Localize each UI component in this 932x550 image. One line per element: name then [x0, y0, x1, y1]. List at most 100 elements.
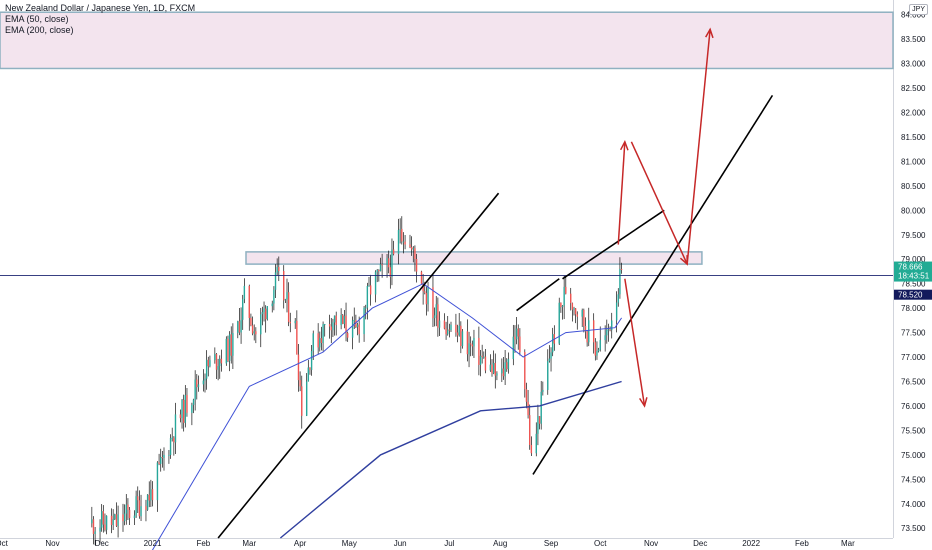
y-tick-label: 74.000: [901, 500, 926, 509]
candle-body: [586, 331, 588, 343]
candle: [481, 344, 483, 364]
candle-body: [620, 268, 623, 270]
candle-body: [92, 519, 95, 534]
candle: [502, 356, 505, 380]
candle-body: [205, 359, 208, 379]
candle: [573, 306, 575, 316]
candle-body: [328, 324, 331, 327]
candle: [583, 308, 585, 333]
candle: [168, 449, 170, 464]
candle: [342, 314, 344, 325]
candle-body: [376, 269, 378, 272]
candle-body: [399, 228, 401, 231]
candle: [468, 331, 470, 368]
candle: [158, 453, 160, 466]
y-tick-label: 75.000: [901, 451, 926, 460]
candle: [307, 359, 310, 382]
ema-price-value: 78.520: [898, 291, 923, 300]
candle: [240, 307, 242, 344]
candle-body: [307, 367, 310, 382]
candle: [264, 305, 267, 333]
candle: [284, 298, 287, 304]
candle-body: [576, 314, 578, 317]
candle: [194, 370, 196, 411]
currency-badge[interactable]: JPY: [909, 4, 928, 15]
projection-arrow-1: [617, 140, 629, 245]
candle: [355, 314, 357, 329]
candle-body: [310, 350, 313, 371]
candle-body: [322, 324, 324, 344]
candle: [237, 320, 239, 339]
candle-body: [588, 320, 590, 343]
candle-body: [584, 325, 587, 332]
candle-body: [161, 457, 164, 459]
candle-body: [414, 248, 416, 259]
last-price-tag-bg: [894, 261, 932, 282]
candle-body: [374, 271, 377, 295]
candle-body: [558, 302, 560, 344]
candle-body: [355, 319, 357, 328]
candle: [320, 326, 323, 351]
candle: [550, 347, 552, 372]
candle-body: [492, 362, 495, 374]
candle: [230, 326, 232, 364]
candle: [392, 240, 395, 256]
candle: [479, 349, 482, 377]
candle-body: [524, 351, 526, 390]
ema50-line: [151, 283, 623, 550]
candle: [504, 349, 506, 386]
y-tick-label: 78.000: [901, 304, 926, 313]
candle: [592, 313, 595, 354]
candle: [448, 323, 451, 338]
candle: [299, 371, 301, 392]
candle: [248, 284, 250, 331]
candle: [104, 513, 106, 532]
candle: [94, 527, 96, 545]
candle-body: [160, 457, 162, 464]
candle-body: [158, 462, 160, 464]
candle-body: [597, 349, 600, 352]
candle: [274, 264, 277, 299]
candle: [537, 404, 539, 446]
candle-body: [171, 437, 173, 439]
candle: [611, 312, 613, 339]
candle-body: [353, 319, 355, 321]
candle: [473, 329, 475, 359]
candle: [242, 294, 244, 330]
candle: [145, 499, 147, 522]
candle: [328, 314, 331, 339]
candle-body: [324, 324, 326, 326]
candle-body: [574, 308, 577, 315]
candle: [617, 288, 619, 307]
candle-body: [286, 292, 288, 300]
candle: [506, 358, 508, 372]
candle-body: [494, 362, 496, 376]
candle: [214, 347, 216, 364]
candle: [219, 355, 221, 379]
candle-body: [450, 324, 452, 331]
candle-body: [186, 394, 188, 413]
candle-body: [615, 302, 618, 321]
candle: [156, 461, 159, 512]
candle-body: [432, 287, 434, 319]
candle: [435, 296, 437, 327]
candle-body: [289, 321, 291, 324]
x-tick-label: Mar: [242, 539, 256, 548]
candle-body: [169, 438, 172, 456]
candle: [597, 347, 600, 353]
candle: [232, 323, 234, 370]
candle-body: [443, 320, 446, 329]
candle: [333, 315, 336, 336]
candle: [114, 513, 116, 521]
candle: [305, 373, 308, 417]
candle-body: [381, 264, 383, 266]
candle-body: [102, 511, 105, 525]
candle-body: [501, 368, 503, 374]
candle: [220, 349, 223, 372]
candle-body: [214, 354, 216, 361]
candle: [381, 253, 383, 278]
x-tick-label: Oct: [594, 539, 607, 548]
candle: [558, 297, 560, 345]
candle: [366, 282, 369, 320]
